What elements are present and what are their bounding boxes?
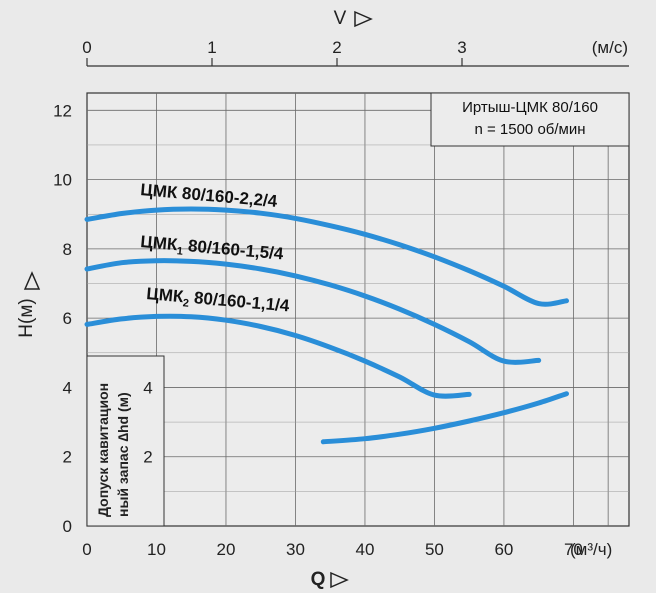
velocity-axis-unit: (м/с) xyxy=(592,38,628,57)
curves xyxy=(84,206,569,445)
x-tick-label: 10 xyxy=(147,540,166,559)
x-tick-label: 30 xyxy=(286,540,305,559)
velocity-arrow-icon xyxy=(354,10,373,28)
npsh-tick-label: 2 xyxy=(143,448,152,467)
y-tick-label: 12 xyxy=(53,101,72,120)
x-tick-label: 20 xyxy=(217,540,236,559)
head-axis: H(м) xyxy=(16,271,41,338)
y-tick-label: 10 xyxy=(53,171,72,190)
curve-npsh xyxy=(320,391,569,445)
velocity-tick-label: 0 xyxy=(82,38,91,57)
x-tick-label: 70 xyxy=(564,540,583,559)
info-box: Иртыш-ЦМК 80/160 n = 1500 об/мин xyxy=(430,92,630,147)
velocity-tick-label: 3 xyxy=(457,38,466,57)
curve-cmk-2-2 xyxy=(84,206,569,307)
velocity-axis: V (м/с) xyxy=(87,8,629,67)
curve-cmk1-1-5 xyxy=(84,258,542,365)
flow-axis-title: Q xyxy=(311,569,326,590)
info-box-speed: n = 1500 об/мин xyxy=(474,121,585,138)
x-tick-label: 40 xyxy=(355,540,374,559)
flow-axis-unit: (м³/ч) xyxy=(570,540,612,559)
plot-area xyxy=(86,92,630,527)
flow-axis: Q (м³/ч) xyxy=(311,540,613,590)
y-tick-label: 8 xyxy=(63,240,72,259)
x-tick-label: 60 xyxy=(494,540,513,559)
head-arrow-icon xyxy=(23,271,41,290)
info-box-title: Иртыш-ЦМК 80/160 xyxy=(462,99,598,116)
npsh-axis-label-second: ный запас ∆hd (м) xyxy=(115,392,131,517)
y-tick-label: 2 xyxy=(63,448,72,467)
x-tick-label: 50 xyxy=(425,540,444,559)
velocity-axis-title: V xyxy=(334,8,347,29)
y-tick-label: 4 xyxy=(63,378,72,397)
velocity-tick-label: 2 xyxy=(332,38,341,57)
y-tick-label: 0 xyxy=(63,517,72,536)
npsh-axis-box: Допуск кавитацион ный запас ∆hd (м) xyxy=(86,355,165,527)
velocity-tick-label: 1 xyxy=(207,38,216,57)
y-tick-label: 6 xyxy=(63,309,72,328)
info-box-background xyxy=(430,92,630,147)
curve-cmk2-1-1 xyxy=(84,313,472,399)
flow-arrow-icon xyxy=(330,571,349,589)
npsh-axis-background xyxy=(86,355,165,527)
npsh-tick-label: 4 xyxy=(143,378,152,397)
npsh-axis-label: Допуск кавитацион xyxy=(95,383,111,517)
x-tick-label: 0 xyxy=(82,540,91,559)
head-axis-title: H(м) xyxy=(16,298,37,337)
